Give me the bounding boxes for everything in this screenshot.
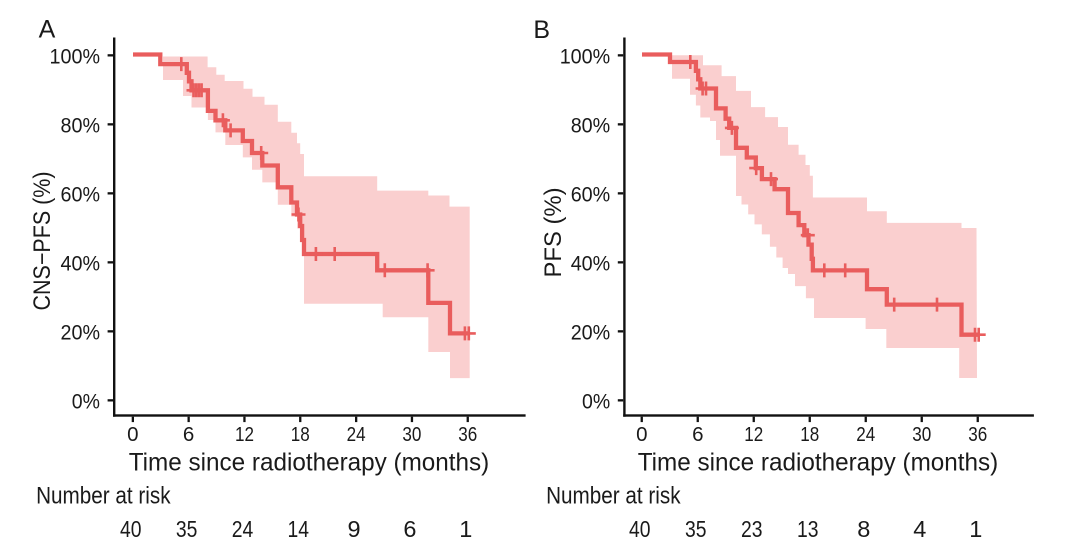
svg-text:18: 18 <box>800 423 819 446</box>
svg-text:40%: 40% <box>61 253 101 276</box>
svg-text:36: 36 <box>968 423 987 446</box>
svg-text:Time since radiotherapy (month: Time since radiotherapy (months) <box>638 449 999 477</box>
svg-text:6: 6 <box>403 516 416 542</box>
svg-text:14: 14 <box>288 516 310 542</box>
svg-text:13: 13 <box>797 516 819 542</box>
svg-text:23: 23 <box>741 516 763 542</box>
svg-text:B: B <box>533 16 550 44</box>
svg-text:0%: 0% <box>582 391 610 414</box>
svg-text:Number at risk: Number at risk <box>546 482 681 509</box>
svg-text:20%: 20% <box>61 322 101 345</box>
svg-text:CNS−PFS (%): CNS−PFS (%) <box>29 172 56 311</box>
svg-text:35: 35 <box>685 516 707 542</box>
svg-text:4: 4 <box>913 516 926 542</box>
svg-text:40%: 40% <box>571 253 611 276</box>
svg-text:24: 24 <box>232 516 254 542</box>
svg-text:30: 30 <box>912 423 931 446</box>
svg-text:35: 35 <box>176 516 198 542</box>
svg-text:12: 12 <box>235 423 254 446</box>
svg-text:60%: 60% <box>571 184 611 207</box>
svg-text:Number at risk: Number at risk <box>36 482 171 509</box>
svg-text:100%: 100% <box>50 46 101 69</box>
svg-text:9: 9 <box>348 516 361 542</box>
svg-text:36: 36 <box>458 423 477 446</box>
svg-text:12: 12 <box>744 423 763 446</box>
svg-text:80%: 80% <box>571 115 611 138</box>
svg-text:1: 1 <box>969 516 982 542</box>
svg-text:40: 40 <box>120 516 142 542</box>
svg-text:1: 1 <box>459 516 472 542</box>
svg-text:24: 24 <box>347 423 366 446</box>
svg-text:60%: 60% <box>61 184 101 207</box>
svg-text:20%: 20% <box>571 322 611 345</box>
svg-text:Time since radiotherapy (month: Time since radiotherapy (months) <box>129 449 490 477</box>
svg-text:8: 8 <box>857 516 870 542</box>
svg-text:A: A <box>39 16 56 44</box>
svg-text:PFS (%): PFS (%) <box>540 188 567 278</box>
svg-text:6: 6 <box>183 423 194 446</box>
svg-text:6: 6 <box>692 423 703 446</box>
svg-text:0: 0 <box>127 423 138 446</box>
svg-text:100%: 100% <box>560 46 611 69</box>
svg-text:30: 30 <box>402 423 421 446</box>
svg-text:0: 0 <box>636 423 647 446</box>
svg-text:18: 18 <box>291 423 310 446</box>
svg-text:0%: 0% <box>72 391 100 414</box>
svg-text:24: 24 <box>856 423 875 446</box>
svg-text:40: 40 <box>629 516 651 542</box>
svg-text:80%: 80% <box>61 115 101 138</box>
